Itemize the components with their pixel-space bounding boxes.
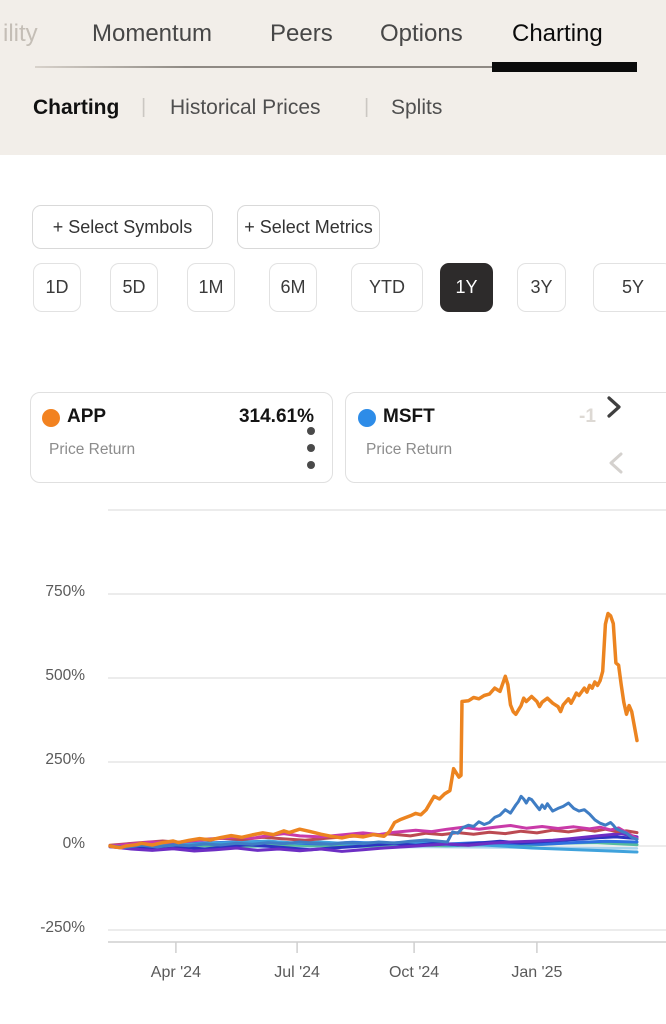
y-axis-label: 0%: [62, 835, 85, 852]
range-button-5y[interactable]: 5Y: [593, 263, 666, 312]
tab-options[interactable]: Options: [380, 20, 463, 47]
subtab-splits[interactable]: Splits: [391, 96, 443, 119]
series-line-steelblue: [108, 794, 639, 849]
subtab-historical-prices[interactable]: Historical Prices: [170, 96, 321, 119]
tab-momentum[interactable]: Momentum: [92, 20, 213, 47]
msft-series-color-dot: [358, 409, 376, 427]
chevron-right-icon[interactable]: [600, 394, 626, 420]
x-axis-label: Apr '24: [150, 964, 201, 981]
y-axis-label: 500%: [45, 667, 85, 684]
series-line-purple: [108, 832, 639, 853]
select-metrics-button[interactable]: + Select Metrics: [237, 205, 380, 249]
select-symbols-button[interactable]: + Select Symbols: [32, 205, 213, 249]
tab-charting[interactable]: Charting: [512, 20, 603, 47]
chevron-left-icon[interactable]: [604, 450, 630, 476]
active-tab-indicator: [492, 62, 637, 72]
x-axis-label: Jul '24: [274, 964, 320, 981]
tab-partial[interactable]: ility: [3, 20, 38, 47]
range-button-5d[interactable]: 5D: [110, 263, 158, 312]
subnav-divider: |: [141, 96, 147, 118]
y-axis-label: -250%: [40, 919, 85, 936]
app-series-color-dot: [42, 409, 60, 427]
subtab-charting[interactable]: Charting: [33, 96, 120, 119]
x-axis-label: Oct '24: [388, 964, 440, 981]
header: ility Momentum Peers Options Charting Ch…: [0, 0, 666, 155]
tabs-underline-track: [35, 66, 637, 68]
symbol-return-value-faint: -1: [579, 406, 596, 427]
card-menu-icon[interactable]: [307, 427, 315, 469]
symbol-ticker: APP: [67, 406, 107, 427]
metric-label: Price Return: [49, 441, 136, 458]
symbol-ticker: MSFT: [383, 406, 435, 427]
range-button-1d[interactable]: 1D: [33, 263, 81, 312]
range-button-1y[interactable]: 1Y: [440, 263, 493, 312]
y-axis-label: 250%: [45, 751, 85, 768]
range-button-ytd[interactable]: YTD: [351, 263, 423, 312]
x-axis-label: Jan '25: [511, 964, 563, 981]
symbol-return-value: 314.61%: [238, 406, 314, 427]
metric-label: Price Return: [366, 441, 453, 458]
y-axis-label: 750%: [45, 583, 85, 600]
range-button-6m[interactable]: 6M: [269, 263, 317, 312]
tab-peers[interactable]: Peers: [270, 20, 333, 47]
range-button-1m[interactable]: 1M: [187, 263, 235, 312]
range-button-3y[interactable]: 3Y: [517, 263, 566, 312]
symbol-card-app[interactable]: APP 314.61% Price Return: [30, 392, 333, 483]
series-line-APP: [108, 611, 639, 850]
subnav-divider: |: [364, 96, 370, 118]
symbol-card-msft[interactable]: MSFT -1 Price Return: [345, 392, 666, 483]
